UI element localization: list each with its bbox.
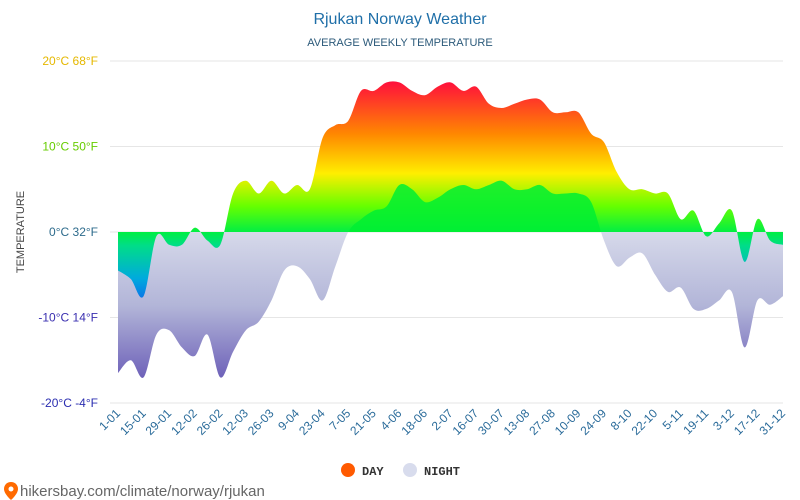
legend-night-label[interactable]: NIGHT: [424, 465, 460, 479]
x-tick-label: 22-10: [629, 406, 661, 438]
x-tick-label: 10-09: [552, 406, 584, 438]
x-tick-label: 31-12: [757, 406, 789, 438]
x-tick-label: 21-05: [347, 406, 379, 438]
x-tick-label: 30-07: [475, 406, 507, 438]
x-tick-labels: 1-0115-0129-0112-0226-0212-0326-039-0423…: [96, 406, 788, 438]
chart-title: Rjukan Norway Weather: [313, 11, 487, 28]
footer: hikersbay.com/climate/norway/rjukan: [4, 482, 265, 500]
legend-night-swatch[interactable]: [403, 463, 417, 477]
y-tick-label: 10°C 50°F: [42, 140, 98, 154]
x-tick-label: 26-03: [245, 406, 277, 438]
plot-areas: [118, 81, 783, 378]
x-tick-label: 18-06: [398, 406, 430, 438]
x-tick-label: 23-04: [296, 406, 328, 438]
x-tick-label: 24-09: [577, 406, 609, 438]
footer-link[interactable]: hikersbay.com/climate/norway/rjukan: [20, 483, 265, 500]
x-tick-label: 12-02: [168, 406, 200, 438]
x-tick-label: 13-08: [501, 406, 533, 438]
y-tick-label: 0°C 32°F: [49, 225, 98, 239]
chart-subtitle: AVERAGE WEEKLY TEMPERATURE: [307, 37, 492, 49]
legend: DAY NIGHT: [341, 463, 460, 479]
legend-day-label[interactable]: DAY: [362, 465, 384, 479]
x-tick-label: 19-11: [680, 406, 711, 437]
x-tick-label: 29-01: [143, 406, 175, 438]
map-pin-dot: [8, 486, 14, 492]
y-tick-labels: 20°C 68°F 10°C 50°F 0°C 32°F -10°C 14°F -20°…: [38, 54, 98, 410]
y-tick-label: -20°C -4°F: [41, 396, 98, 410]
x-tick-label: 15-01: [117, 406, 149, 438]
x-tick-label: 12-03: [219, 406, 251, 438]
y-tick-label: -10°C 14°F: [38, 311, 98, 325]
x-tick-label: 27-08: [526, 406, 558, 438]
y-tick-label: 20°C 68°F: [42, 54, 98, 68]
y-axis-title: TEMPERATURE: [15, 191, 27, 273]
x-tick-label: 17-12: [731, 406, 763, 438]
night-area-above-zero: [118, 180, 783, 232]
x-tick-label: 26-02: [194, 406, 226, 438]
night-area-below-zero: [118, 232, 783, 378]
x-tick-label: 16-07: [450, 406, 482, 438]
legend-day-swatch[interactable]: [341, 463, 355, 477]
